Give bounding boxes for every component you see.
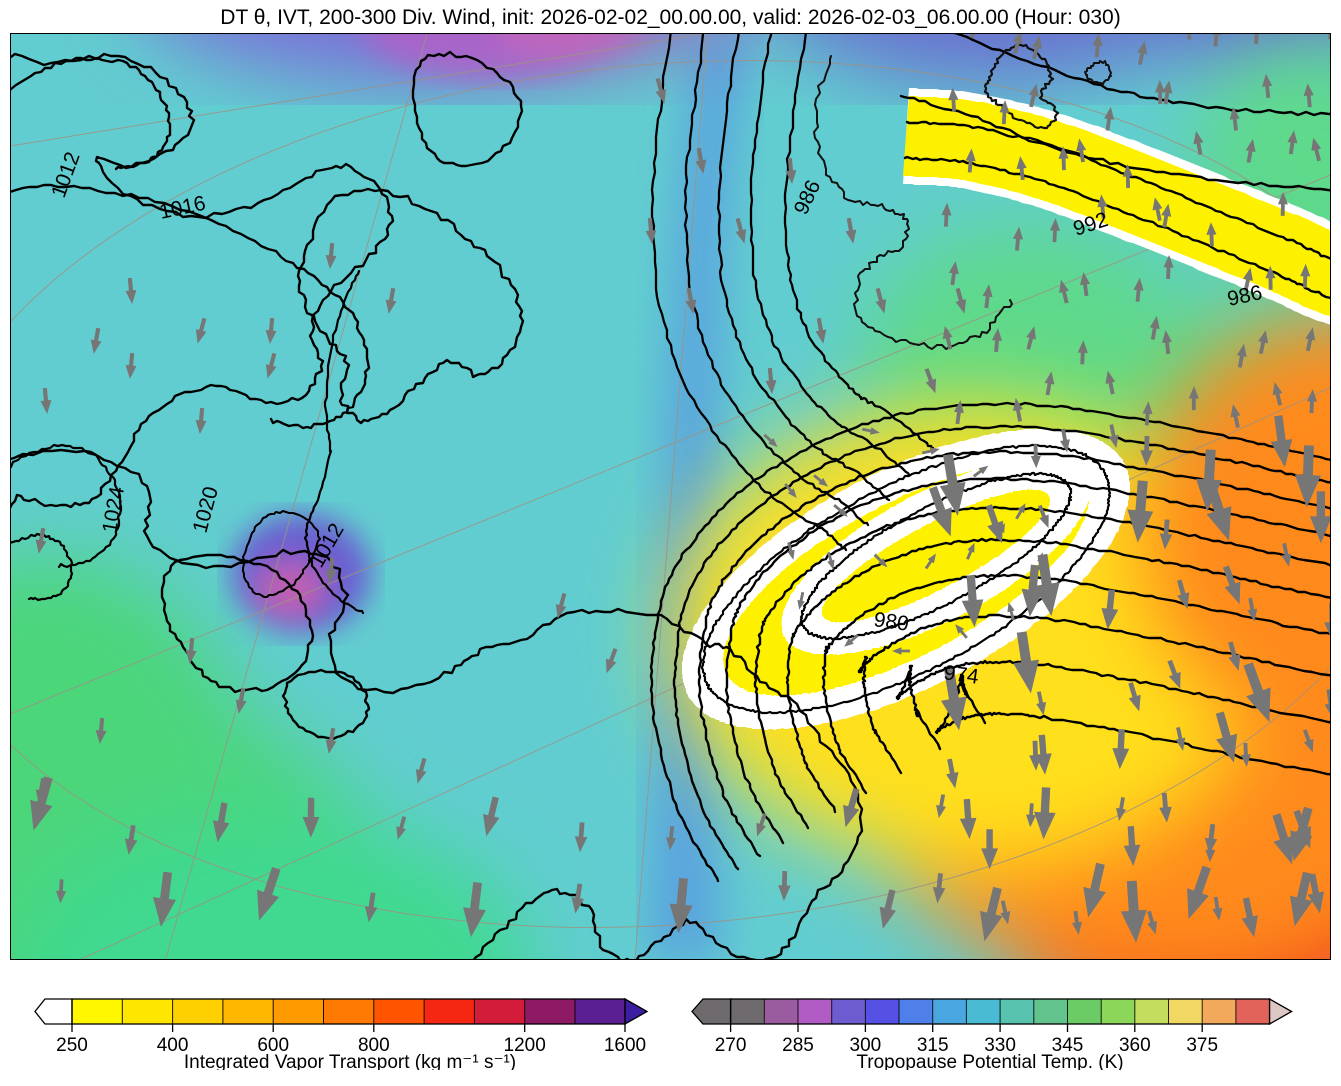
svg-text:980: 980 <box>872 608 910 636</box>
svg-text:1016: 1016 <box>157 192 207 224</box>
svg-text:360: 360 <box>1119 1035 1151 1056</box>
svg-text:992: 992 <box>1070 208 1110 241</box>
svg-text:270: 270 <box>715 1035 747 1056</box>
svg-text:375: 375 <box>1186 1035 1218 1056</box>
svg-text:Tropopause Potential Temp. (K): Tropopause Potential Temp. (K) <box>856 1052 1123 1070</box>
svg-text:1024: 1024 <box>98 485 129 535</box>
svg-text:1012: 1012 <box>47 149 85 201</box>
svg-text:986: 986 <box>790 177 826 218</box>
svg-text:1012: 1012 <box>305 520 348 572</box>
svg-text:285: 285 <box>782 1035 814 1056</box>
svg-text:Integrated Vapor Transport (kg: Integrated Vapor Transport (kg m⁻¹ s⁻¹) <box>184 1052 516 1070</box>
svg-text:250: 250 <box>56 1035 88 1056</box>
svg-text:974: 974 <box>942 661 980 689</box>
svg-text:986: 986 <box>1225 281 1264 311</box>
svg-text:1020: 1020 <box>189 484 223 535</box>
svg-text:101: 101 <box>1327 812 1331 854</box>
svg-text:1600: 1600 <box>604 1035 646 1056</box>
